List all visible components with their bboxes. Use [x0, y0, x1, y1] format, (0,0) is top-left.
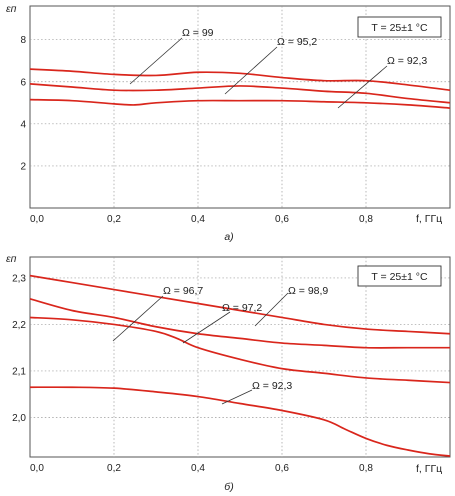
chart-b-y-tick-label: 2,3 [12, 273, 26, 284]
chart-a-caption: а) [224, 231, 233, 243]
chart-b-x-tick-label: 0,2 [107, 463, 121, 474]
chart-a-y-tick-label: 8 [20, 35, 26, 46]
chart-a-curves [29, 68, 451, 109]
chart-a-y-tick-label: 2 [20, 161, 26, 172]
chart-b-leader-omega-96-7 [112, 295, 164, 342]
chart-a-x-tick-label: 0,8 [359, 214, 373, 225]
chart-b-x-tick-label: 0,6 [275, 463, 289, 474]
chart-b-curves [29, 274, 451, 457]
chart-b-label-omega-97-2: Ω = 97,2 [222, 302, 262, 314]
chart-b-series-line-3 [29, 386, 451, 457]
chart-a-label-omega-95-2: Ω = 95,2 [277, 36, 317, 48]
chart-a-series-line-0 [29, 68, 451, 92]
chart-b-y-ticks: 2,0 2,1 2,2 2,3 [12, 273, 26, 424]
chart-a-y-tick-label: 6 [20, 77, 26, 88]
chart-b-x-tick-label: 0,0 [30, 463, 44, 474]
chart-b-label-omega-96-7: Ω = 96,7 [163, 285, 203, 297]
chart-b-x-ticks: 0,0 0,2 0,4 0,6 0,8 [30, 463, 373, 474]
chart-b-label-omega-92-3: Ω = 92,3 [252, 380, 292, 392]
chart-b-y-axis-label: εп [6, 253, 17, 265]
chart-a-x-tick-label: 0,4 [191, 214, 205, 225]
chart-b-temperature-label: T = 25±1 °C [371, 271, 428, 283]
chart-a-grid [30, 6, 450, 208]
chart-b-leader-omega-98-9 [254, 292, 289, 327]
chart-b-plot-area [29, 256, 451, 458]
chart-b-label-omega-98-9: Ω = 98,9 [288, 285, 328, 297]
chart-a-y-tick-label: 4 [20, 119, 26, 130]
chart-a-plot-area [29, 5, 451, 209]
chart-b-x-tick-label: 0,8 [359, 463, 373, 474]
chart-a-temperature-label: T = 25±1 °C [371, 22, 428, 34]
chart-a-label-omega-99: Ω = 99 [182, 27, 214, 39]
chart-a-x-ticks: 0,0 0,2 0,4 0,6 0,8 [30, 214, 373, 225]
chart-b-x-tick-label: 0,4 [191, 463, 205, 474]
chart-a-y-ticks: 2 4 6 8 [20, 35, 26, 172]
chart-a-series-line-2 [29, 98, 451, 109]
chart-b-y-tick-label: 2,0 [12, 413, 26, 424]
chart-b-series-line-0 [29, 274, 451, 335]
chart-b-y-tick-label: 2,2 [12, 320, 26, 331]
chart-b-leader-omega-92-3 [221, 389, 253, 405]
chart-a-x-axis-label: f, ГГц [416, 213, 442, 225]
chart-b: 2,0 2,1 2,2 2,3 0,0 0,2 0,4 0,6 0,8 εп f, ГГц б… [6, 253, 451, 493]
chart-a-x-tick-label: 0,6 [275, 214, 289, 225]
chart-a: 2 4 6 8 0,0 0,2 0,4 0,6 0,8 εп f, ГГц а) T = 25… [6, 3, 451, 243]
chart-a-temperature-box [357, 16, 442, 38]
chart-a-x-tick-label: 0,0 [30, 214, 44, 225]
chart-a-y-axis-label: εп [6, 3, 17, 15]
chart-b-series-line-1 [29, 298, 451, 349]
chart-a-x-tick-label: 0,2 [107, 214, 121, 225]
chart-b-caption: б) [224, 481, 233, 493]
chart-b-y-tick-label: 2,1 [12, 366, 26, 377]
chart-a-leader-omega-99 [129, 37, 183, 85]
chart-b-x-axis-label: f, ГГц [416, 463, 442, 475]
chart-a-label-omega-92-3: Ω = 92,3 [387, 55, 427, 67]
chart-a-leader-omega-92-3 [337, 65, 388, 109]
chart-b-leader-omega-97-2 [182, 311, 231, 344]
chart-b-series-line-2 [29, 316, 451, 384]
chart-a-leader-omega-95-2 [224, 46, 278, 95]
chart-b-temperature-box [357, 265, 442, 287]
chart-a-series-line-1 [29, 83, 451, 104]
